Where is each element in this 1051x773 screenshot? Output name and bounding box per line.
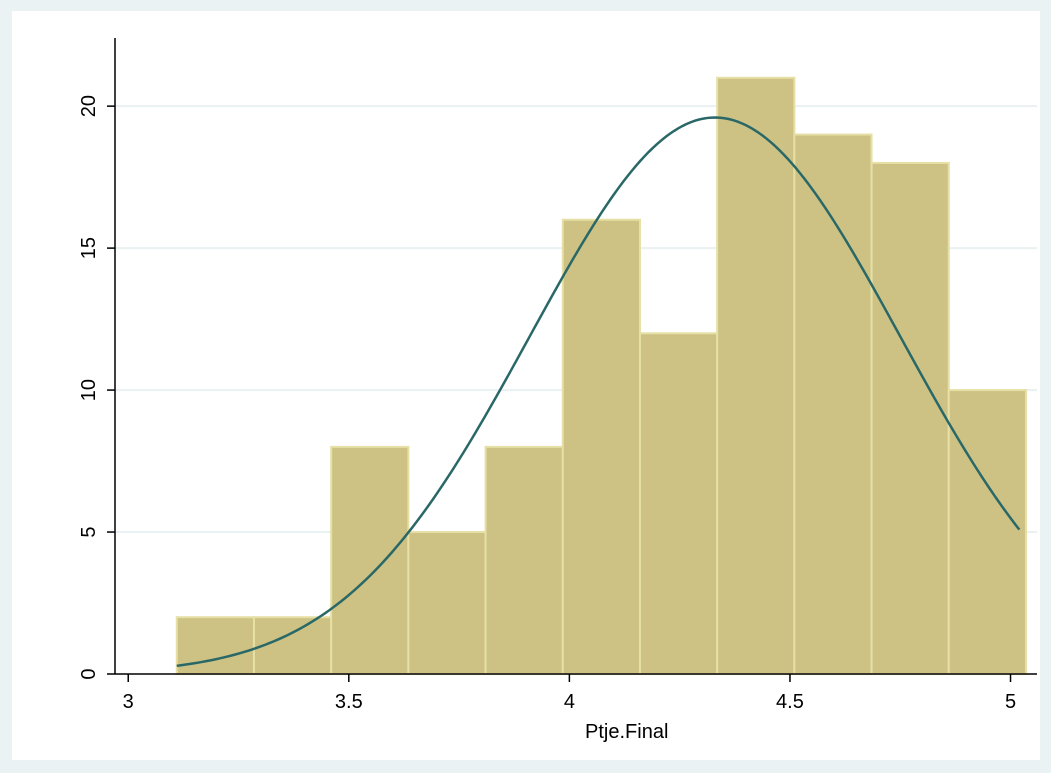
x-axis-title: Ptje.Final	[585, 721, 668, 743]
histogram-bar	[638, 332, 719, 675]
x-tick-label: 4.5	[776, 691, 804, 713]
histogram-bar	[561, 218, 641, 675]
histogram-bar	[330, 445, 410, 675]
histogram-bar	[870, 161, 950, 676]
histogram-bar	[947, 389, 1027, 675]
histogram-bar	[407, 531, 487, 675]
histogram-bar	[175, 616, 255, 676]
x-tick-label: 5	[1005, 691, 1016, 713]
normal-density-curve	[176, 116, 1021, 668]
y-axis-ticks: 0 5 10 15 20	[78, 95, 115, 680]
axes	[114, 38, 1037, 675]
x-tick-label: 3.5	[335, 691, 363, 713]
histogram-bar	[793, 133, 873, 676]
y-tick-label: 20	[78, 95, 100, 117]
x-tick-label: 4	[564, 691, 575, 713]
histogram-bars	[175, 76, 1027, 676]
histogram-bar	[252, 616, 333, 676]
y-tick-label: 10	[78, 379, 100, 401]
y-tick-label: 15	[78, 237, 100, 259]
histogram-bar	[484, 445, 564, 675]
x-axis-ticks: 3 3.5 4 4.5 5	[123, 674, 1016, 713]
x-tick-label: 3	[123, 691, 134, 713]
histogram-bar	[716, 76, 796, 675]
y-tick-label: 5	[78, 526, 100, 537]
y-tick-label: 0	[78, 668, 100, 679]
